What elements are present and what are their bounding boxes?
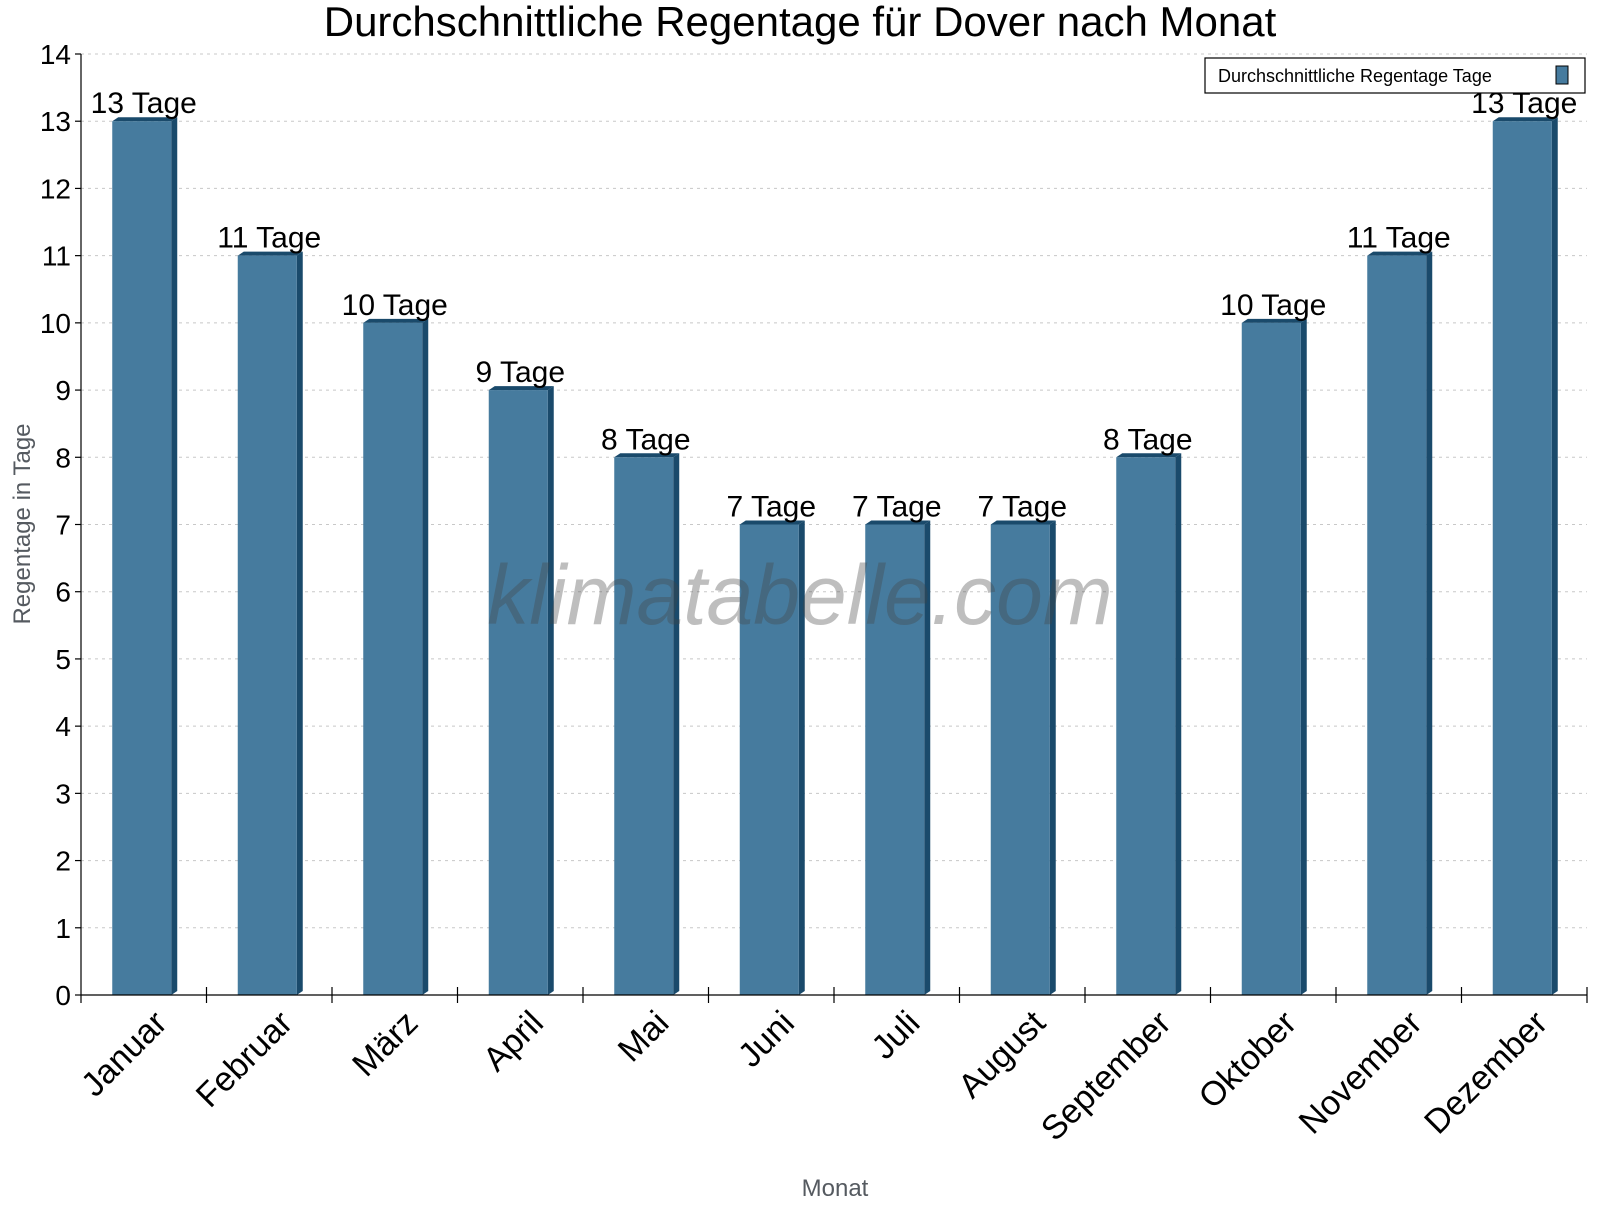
bar-side: [1049, 520, 1056, 995]
x-tick-label: August: [951, 1003, 1053, 1105]
bar-top: [112, 117, 178, 122]
bar: [112, 121, 172, 995]
bar-side: [1175, 453, 1182, 995]
bar-side: [171, 117, 178, 995]
x-tick-label: April: [476, 1004, 551, 1079]
data-label: 8 Tage: [1103, 423, 1193, 456]
x-tick-label: Mai: [611, 1004, 677, 1070]
x-tick-label: Januar: [74, 1004, 174, 1104]
bar-top: [237, 251, 303, 256]
bar: [1492, 121, 1552, 995]
y-tick-label: 10: [40, 308, 71, 339]
x-tick-label: Februar: [189, 1004, 300, 1115]
legend-swatch: [1555, 65, 1569, 85]
y-tick-label: 8: [55, 442, 71, 473]
x-tick-label: Oktober: [1192, 1004, 1304, 1116]
y-tick-label: 12: [40, 173, 71, 204]
watermark: klimatabelle.com: [487, 548, 1113, 642]
bar-side: [1551, 117, 1558, 995]
x-axis-label: Monat: [802, 1175, 869, 1200]
bar: [1241, 322, 1301, 995]
bar: [1367, 255, 1427, 996]
y-tick-label: 5: [55, 644, 71, 675]
data-label: 8 Tage: [601, 423, 691, 456]
y-tick-label: 14: [40, 39, 71, 70]
bar-side: [798, 520, 805, 995]
y-tick-label: 13: [40, 106, 71, 137]
bar: [614, 457, 674, 995]
bar: [865, 524, 925, 995]
bar: [990, 524, 1050, 995]
x-tick-label: Juni: [731, 1004, 802, 1075]
bar-top: [865, 520, 931, 525]
chart-title: Durchschnittliche Regentage für Dover na…: [324, 0, 1277, 45]
y-tick-label: 2: [55, 846, 71, 877]
bar-side: [1426, 251, 1433, 996]
data-label: 7 Tage: [726, 491, 816, 524]
x-tick-label: November: [1292, 1004, 1430, 1142]
bar: [1116, 457, 1176, 995]
y-tick-label: 11: [42, 241, 71, 272]
data-label: 9 Tage: [475, 356, 565, 389]
y-tick-label: 4: [55, 711, 71, 742]
bars: [112, 117, 1558, 996]
data-label: 7 Tage: [977, 491, 1067, 524]
grid-lines: [81, 53, 1587, 929]
bar-top: [739, 520, 805, 525]
y-tick-label: 6: [55, 577, 71, 608]
bar: [488, 390, 548, 996]
bar-side: [1300, 318, 1307, 995]
legend-box: [1204, 57, 1586, 94]
bar-side: [296, 251, 303, 996]
bar-side: [547, 386, 554, 996]
y-tick-label: 1: [55, 913, 71, 944]
legend[interactable]: Durchschnittliche Regentage Tage: [1204, 57, 1586, 94]
y-axis-label: Regentage in Tage: [9, 423, 36, 624]
data-label: 10 Tage: [342, 289, 448, 322]
bar-top: [990, 520, 1056, 525]
bar: [363, 322, 423, 995]
bar-top: [488, 386, 554, 391]
y-tick-label: 0: [55, 980, 71, 1011]
bar-top: [1367, 251, 1433, 256]
bar-top: [614, 453, 680, 458]
bar-side: [673, 453, 680, 995]
data-label: 11 Tage: [217, 222, 321, 255]
y-tick-label: 3: [55, 778, 71, 809]
legend-label: Durchschnittliche Regentage Tage: [1218, 66, 1492, 86]
data-labels: 13 Tage 11 Tage 10 Tage 9 Tage 8 Tage 7 Tage 7…: [91, 87, 1578, 523]
bar-top: [1241, 318, 1307, 323]
x-tick-label: Juli: [864, 1004, 927, 1067]
data-label: 11 Tage: [1347, 222, 1451, 255]
data-label: 13 Tage: [91, 87, 197, 120]
bar: [739, 524, 799, 995]
bar-top: [1116, 453, 1182, 458]
x-tick-label: Dezember: [1417, 1004, 1555, 1142]
data-label: 7 Tage: [852, 491, 942, 524]
bar-side: [422, 318, 429, 995]
bar-top: [1492, 117, 1558, 122]
y-tick-label: 7: [55, 510, 71, 541]
data-label: 10 Tage: [1220, 289, 1326, 322]
x-tick-label: März: [345, 1004, 425, 1084]
bar: [237, 255, 297, 996]
bar-top: [363, 318, 429, 323]
y-tick-label: 9: [55, 375, 71, 406]
x-tick-label: September: [1034, 1004, 1178, 1148]
bar-side: [924, 520, 931, 995]
